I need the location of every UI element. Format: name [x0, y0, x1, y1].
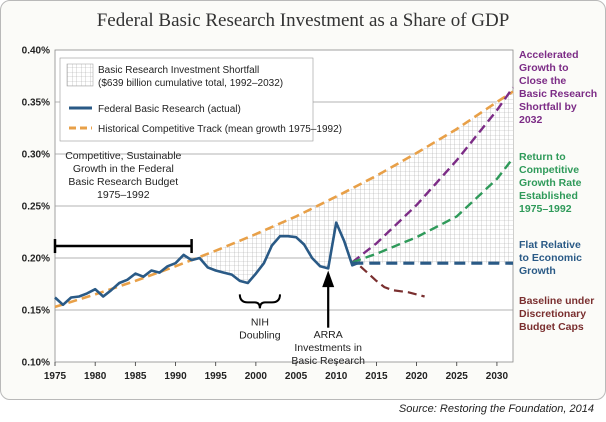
legend-label-actual: Federal Basic Research (actual): [98, 104, 241, 115]
x-tick-label: 1975: [44, 371, 67, 382]
legend-label-shortfall: ($639 billion cumulative total, 1992–203…: [98, 78, 283, 89]
right-label-baseline: Budget Caps: [519, 321, 584, 333]
right-label-flat: to Economic: [519, 252, 582, 264]
legend-box: [59, 57, 314, 142]
y-tick-label: 0.25%: [22, 202, 50, 213]
right-label-flat: Flat Relative: [519, 239, 581, 251]
y-tick-label: 0.40%: [22, 46, 50, 57]
nih-brace: [238, 294, 281, 309]
annotation-arra-line: ARRA: [314, 329, 343, 341]
x-tick-label: 2015: [365, 371, 388, 382]
right-label-return: Established: [519, 190, 578, 202]
x-tick-label: 2030: [486, 371, 509, 382]
legend-label-shortfall: Basic Research Investment Shortfall: [98, 65, 259, 76]
right-label-return: Growth Rate: [519, 177, 582, 189]
legend-label-historical: Historical Competitive Track (mean growt…: [98, 124, 342, 135]
right-label-flat: Growth: [519, 265, 556, 277]
x-tick-label: 1995: [205, 371, 228, 382]
x-tick-label: 2020: [405, 371, 428, 382]
right-label-accelerated: Accelerated: [519, 49, 579, 61]
right-label-return: Competitive: [519, 164, 579, 176]
right-label-baseline: Discretionary: [519, 308, 586, 320]
chart-title: Federal Basic Research Investment as a S…: [96, 10, 510, 31]
y-tick-label: 0.10%: [22, 358, 50, 369]
axis-ticks: 0.10% 0.15% 0.20% 0.25% 0.30% 0.35% 0.40% 1975 1…: [22, 46, 509, 383]
shortfall-fill: [191, 91, 513, 283]
shortfall-region: [191, 91, 513, 283]
x-tick-label: 2005: [285, 371, 308, 382]
annotation-nih-line: NIH: [251, 316, 269, 328]
x-tick-label: 2025: [446, 371, 469, 382]
y-tick-label: 0.20%: [22, 254, 50, 265]
annotation-competitive-line: Basic Research Budget: [68, 176, 178, 188]
arra-arrow-head: [322, 270, 335, 288]
right-label-accelerated: Basic Research: [519, 88, 597, 100]
x-tick-label: 2000: [245, 371, 268, 382]
right-label-accelerated: Shortfall by: [519, 101, 577, 113]
series-line-return: [351, 157, 514, 264]
right-label-accelerated: Close the: [519, 75, 566, 87]
annotation-nih-line: Doubling: [239, 329, 281, 341]
right-label-return: 1975–1992: [519, 203, 572, 215]
annotation-arra-line: Basic Research: [291, 355, 365, 367]
x-tick-label: 2010: [325, 371, 348, 382]
source-note: Source: Restoring the Foundation, 2014: [398, 403, 594, 415]
right-label-accelerated: 2032: [519, 114, 543, 126]
right-label-return: Return to: [519, 151, 566, 163]
y-tick-label: 0.15%: [22, 306, 50, 317]
series-line-baseline: [359, 265, 425, 298]
x-tick-label: 1990: [164, 371, 187, 382]
annotation-competitive-line: 1975–1992: [97, 189, 150, 201]
series-lines: [54, 86, 514, 309]
series-line-accelerated: [351, 86, 514, 264]
annotation-competitive-line: Growth in the Federal: [73, 163, 174, 175]
x-tick-label: 1985: [124, 371, 147, 382]
right-label-accelerated: Growth to: [519, 62, 569, 74]
legend: Basic Research Investment Shortfall ($639…: [59, 57, 342, 142]
right-label-baseline: Baseline under: [519, 295, 594, 307]
series-line-historical: [54, 90, 514, 309]
y-tick-label: 0.30%: [22, 150, 50, 161]
series-line-actual: [54, 221, 361, 307]
annotation-competitive-line: Competitive, Sustainable: [65, 150, 181, 162]
legend-swatch-shortfall: [66, 63, 94, 87]
y-tick-label: 0.35%: [22, 98, 50, 109]
x-tick-label: 1980: [84, 371, 107, 382]
annotation-arra-line: Investments in: [294, 342, 362, 354]
